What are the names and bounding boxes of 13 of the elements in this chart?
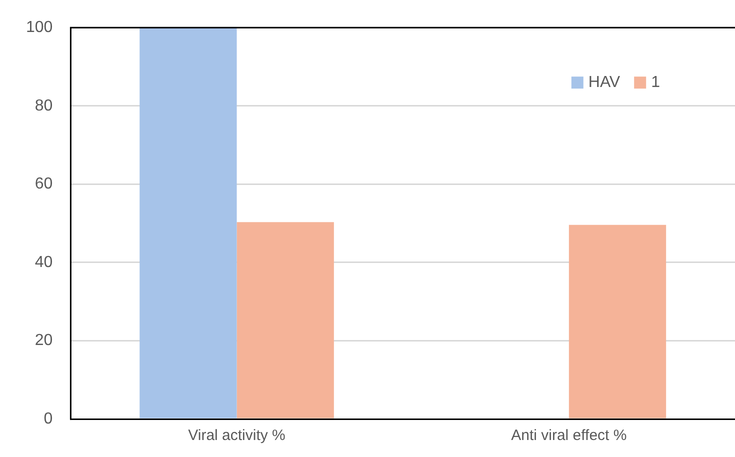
y-tick-label: 80 [34, 97, 53, 114]
y-tick-label: 40 [34, 254, 53, 271]
bar [140, 28, 237, 418]
y-tick-label: 60 [34, 176, 53, 193]
x-tick-label: Anti viral effect % [511, 427, 627, 444]
bar [568, 224, 666, 418]
y-tick-label: 0 [44, 410, 53, 428]
x-tick-label: Viral activity % [188, 427, 286, 444]
y-tick-label: 20 [34, 332, 53, 350]
bar [236, 222, 334, 418]
y-tick-label: 100 [26, 19, 53, 36]
legend-label: HAV [588, 74, 620, 92]
legend-label: 1 [651, 74, 660, 92]
